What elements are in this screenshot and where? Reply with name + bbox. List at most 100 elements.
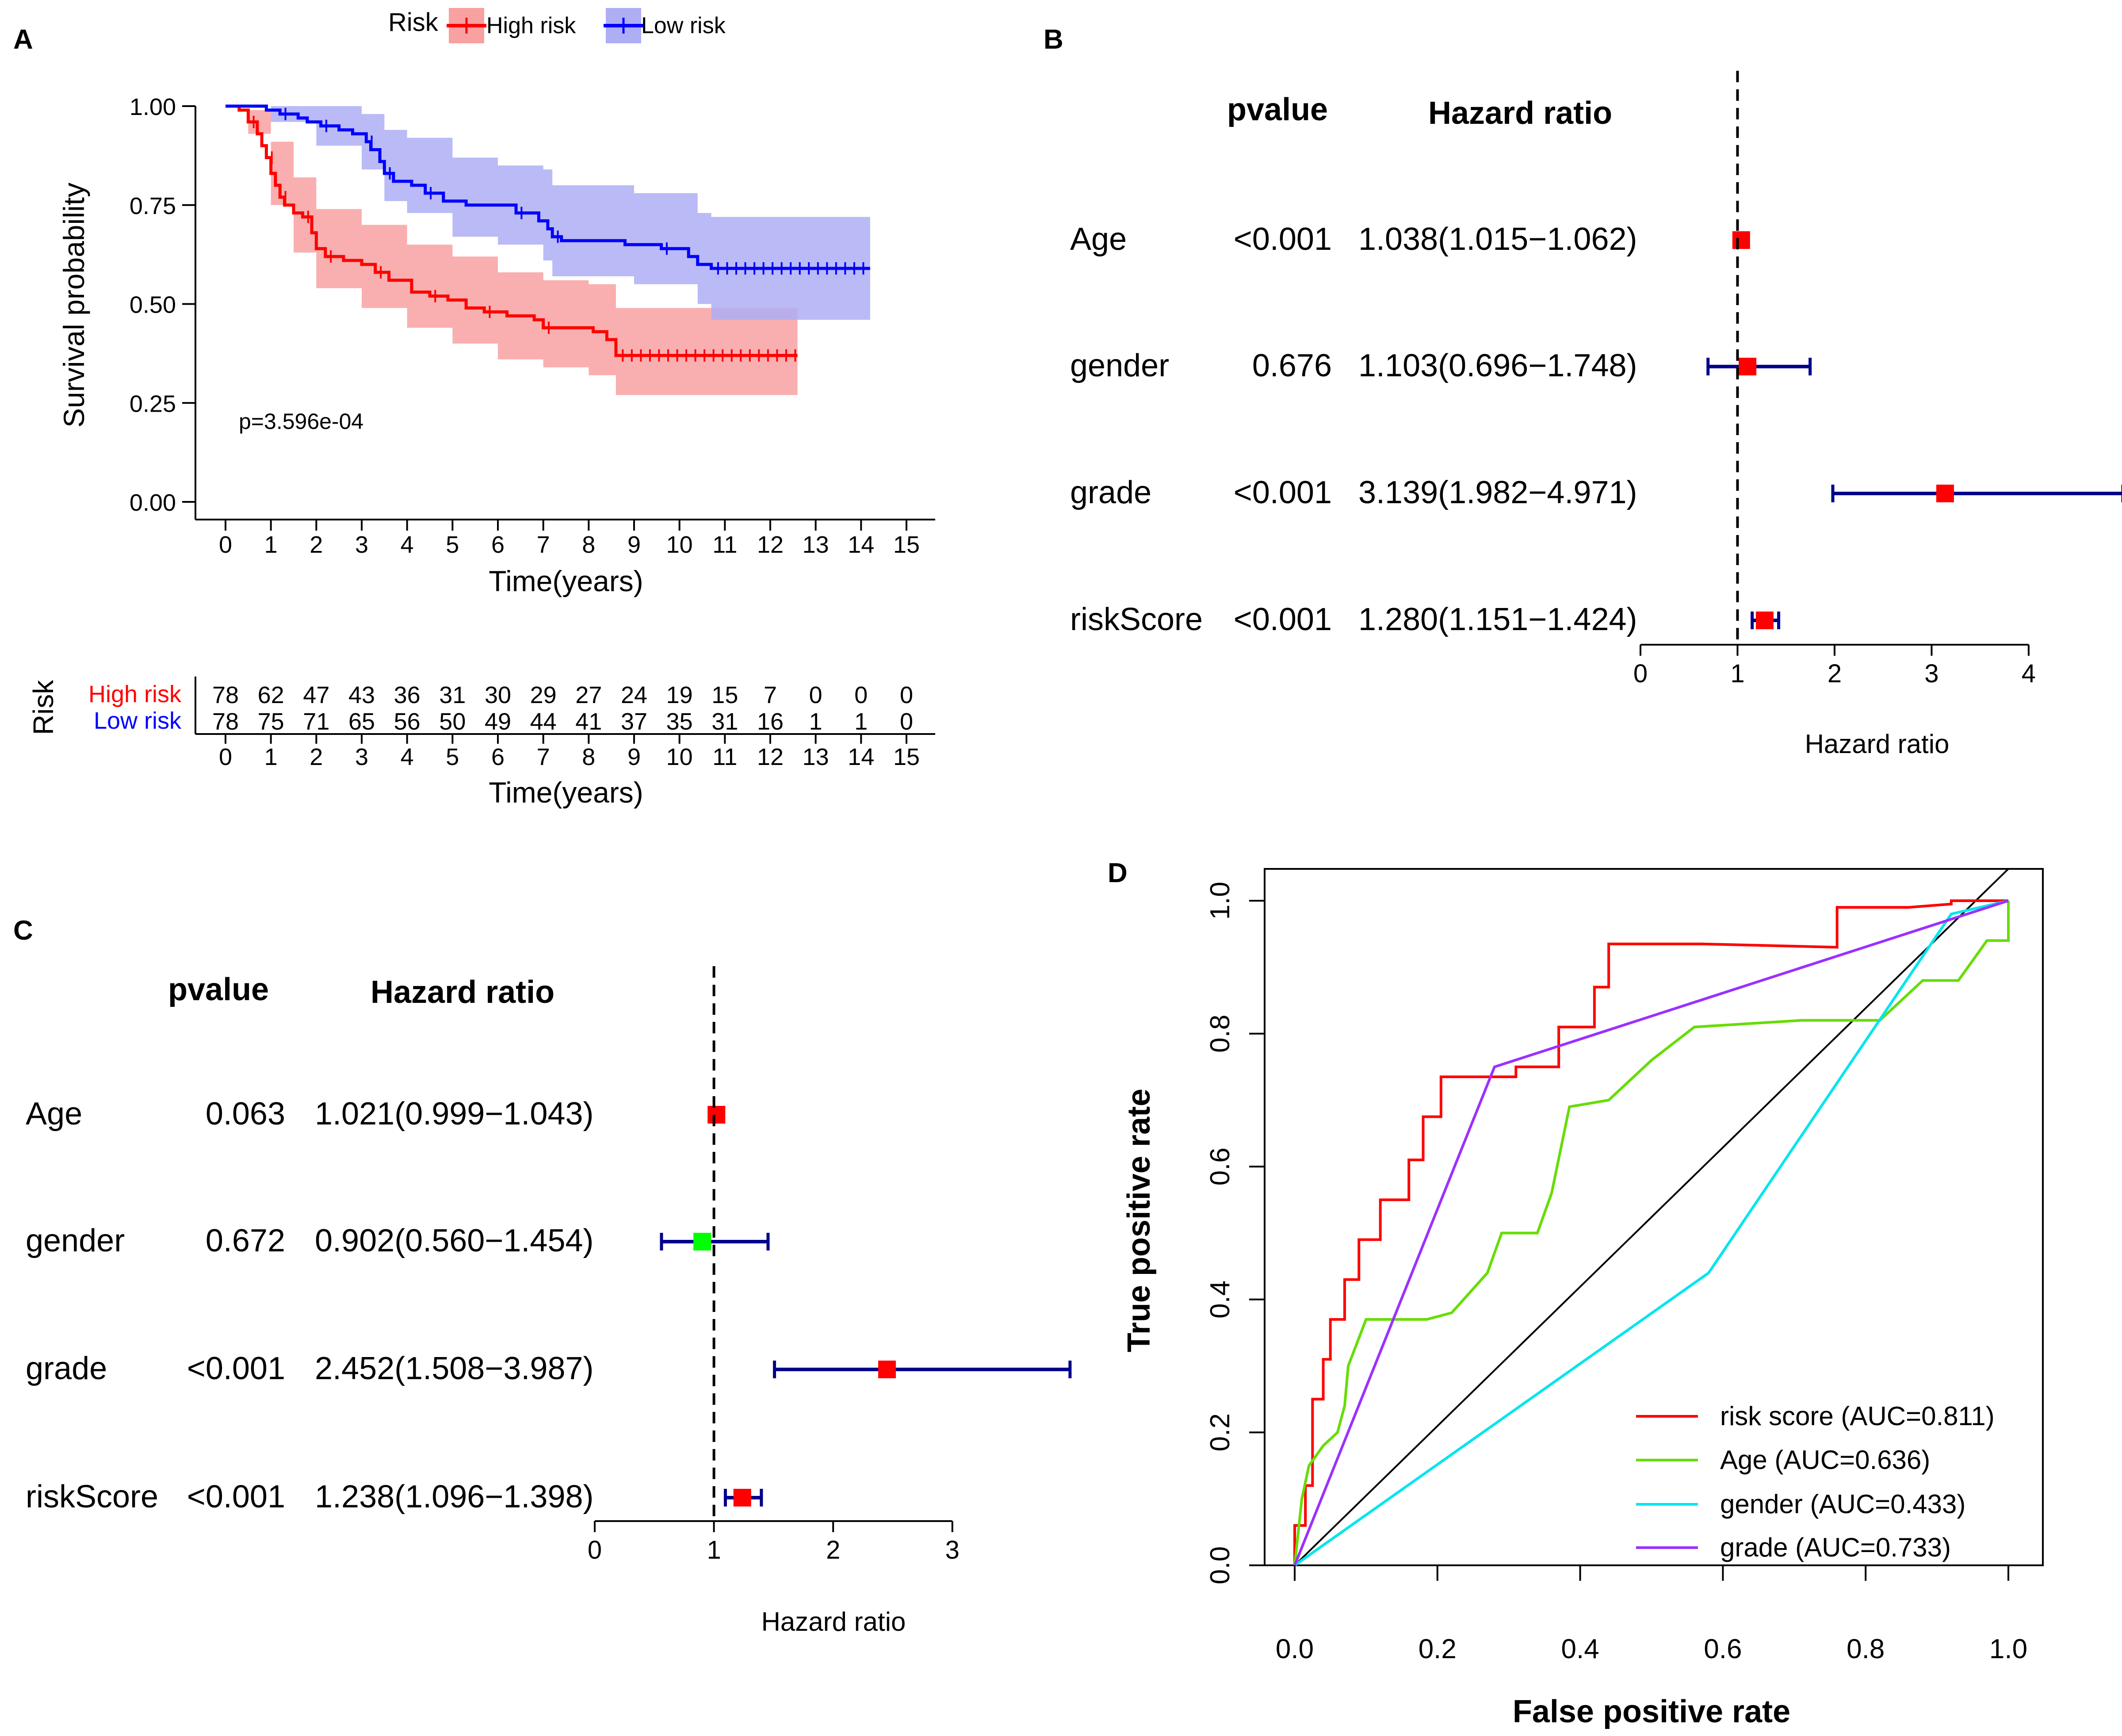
panel-d-roc: D 0.0 0.2 0.4 0.6 0.8 1.0 0.00.20.40.60.81.0 …	[1108, 858, 2044, 1729]
km-band-1	[226, 106, 870, 320]
risk-x-tick-label: 4	[401, 744, 414, 770]
forest-hr-point	[1739, 358, 1757, 375]
forest-row-pvalue: <0.001	[1234, 602, 1332, 637]
roc-curve-2	[1294, 899, 2009, 1567]
risk-count: 36	[394, 682, 421, 708]
legend-high-label: High risk	[486, 13, 576, 38]
forest-x-tick-label: 1	[707, 1536, 721, 1564]
roc-legend-label: grade (AUC=0.733)	[1720, 1533, 1951, 1562]
risk-table-low-label: Low risk	[94, 707, 182, 734]
km-y-tick-label: 0.50	[130, 292, 176, 318]
km-band-0	[226, 106, 798, 395]
risk-table-counts: 78 62 47 43 36 31 30 29 27 24 19 15 7 0 0 078 75 71 65 56 50…	[212, 682, 913, 735]
forest-row-label: gender	[1070, 348, 1169, 383]
km-y-ticks: 0.00 0.25 0.50 0.75 1.00	[130, 94, 195, 516]
roc-y-tick-label: 0.6	[1205, 1147, 1235, 1185]
risk-count: 35	[666, 708, 693, 735]
forest-row-pvalue: <0.001	[1234, 222, 1332, 257]
forest-b-x-label: Hazard ratio	[1805, 729, 1950, 759]
roc-legend-label: risk score (AUC=0.811)	[1720, 1401, 1995, 1431]
forest-hr-point	[1732, 231, 1750, 249]
risk-table-x-label: Time(years)	[489, 776, 643, 809]
forest-x-tick-label: 4	[2022, 659, 2036, 688]
forest-row-hr-text: 1.103(0.696−1.748)	[1358, 348, 1637, 383]
roc-y-label: True positive rate	[1121, 1089, 1157, 1352]
risk-x-tick-label: 6	[491, 744, 505, 770]
risk-count: 50	[439, 708, 466, 735]
km-x-tick-label: 12	[757, 532, 784, 558]
km-curve-0	[226, 104, 798, 357]
roc-curves	[1293, 899, 2010, 1567]
panel-a-label: A	[13, 24, 33, 55]
panel-c-label: C	[13, 915, 33, 946]
forest-row-hr-text: 0.902(0.560−1.454)	[315, 1223, 594, 1258]
roc-x-tick-label: 0.0	[1276, 1634, 1314, 1664]
risk-table-high-label: High risk	[88, 681, 182, 707]
km-x-tick-label: 10	[666, 532, 693, 558]
km-x-tick-label: 4	[401, 532, 414, 558]
panel-a-survival: A Risk High risk Low risk 0.000.250.500.…	[13, 8, 935, 809]
forest-hr-point	[707, 1106, 726, 1124]
risk-count: 29	[530, 682, 557, 708]
risk-count: 15	[711, 682, 738, 708]
km-x-tick-label: 7	[537, 532, 550, 558]
forest-row-label: Age	[26, 1096, 82, 1132]
risk-count: 62	[258, 682, 284, 708]
km-y-tick-label: 0.00	[130, 489, 176, 516]
roc-x-tick-label: 0.4	[1561, 1634, 1599, 1664]
km-x-tick-label: 8	[582, 532, 595, 558]
risk-count: 78	[212, 682, 239, 708]
risk-x-tick-label: 12	[757, 744, 784, 770]
risk-x-tick-label: 1	[264, 744, 278, 770]
risk-x-tick-label: 3	[355, 744, 368, 770]
risk-count: 49	[485, 708, 511, 735]
risk-x-tick-label: 8	[582, 744, 595, 770]
roc-y-tick-label: 0.0	[1205, 1546, 1235, 1584]
roc-x-tick-label: 0.8	[1847, 1634, 1885, 1664]
risk-count: 27	[575, 682, 602, 708]
risk-count: 30	[485, 682, 511, 708]
km-x-tick-label: 15	[893, 532, 920, 558]
forest-hr-point	[878, 1361, 896, 1378]
km-x-tick-label: 1	[264, 532, 278, 558]
risk-count: 31	[711, 708, 738, 735]
forest-c-pvalue-header: pvalue	[168, 972, 269, 1007]
risk-count: 71	[303, 708, 329, 735]
forest-c-rows: Age 0.063 1.021(0.999−1.043) gender 0.672 0.9…	[26, 966, 1072, 1564]
risk-count: 78	[212, 708, 239, 735]
forest-row-hr-text: 1.280(1.151−1.424)	[1358, 602, 1637, 637]
km-y-tick-label: 0.75	[130, 193, 176, 219]
forest-b-hr-header: Hazard ratio	[1428, 96, 1612, 131]
km-confidence-bands	[226, 106, 870, 395]
roc-legend-label: Age (AUC=0.636)	[1720, 1445, 1930, 1475]
km-legend-title: Risk	[388, 8, 439, 37]
roc-legend-label: gender (AUC=0.433)	[1720, 1489, 1965, 1519]
risk-x-tick-label: 10	[666, 744, 693, 770]
forest-x-tick-label: 3	[1924, 659, 1938, 688]
risk-count: 1	[854, 708, 868, 735]
risk-x-tick-label: 14	[848, 744, 874, 770]
km-x-tick-label: 2	[310, 532, 323, 558]
forest-b-rows: Age <0.001 1.038(1.015−1.062) gender 0.676 1.…	[1070, 71, 2122, 688]
forest-x-tick-label: 2	[826, 1536, 840, 1564]
roc-curve-0	[1293, 899, 2008, 1565]
legend-low-label: Low risk	[641, 13, 726, 38]
risk-count: 43	[348, 682, 375, 708]
risk-count: 44	[530, 708, 557, 735]
risk-count: 47	[303, 682, 329, 708]
risk-table-title: Risk	[27, 680, 59, 735]
risk-count: 65	[348, 708, 375, 735]
forest-row-hr-text: 1.238(1.096−1.398)	[315, 1479, 594, 1514]
forest-hr-point	[1936, 485, 1954, 502]
roc-diagonal	[1294, 868, 2009, 1566]
forest-x-tick-label: 3	[945, 1536, 960, 1564]
panel-c-forest-multivariate: C pvalue Hazard ratio Age 0.063 1.021(0.99…	[13, 915, 1072, 1637]
km-x-tick-label: 3	[355, 532, 368, 558]
km-curve-1	[226, 104, 870, 270]
roc-x-tick-label: 1.0	[1989, 1634, 2027, 1664]
risk-x-tick-label: 11	[712, 744, 737, 770]
forest-row-label: grade	[26, 1351, 107, 1386]
km-x-tick-label: 13	[803, 532, 829, 558]
roc-y-ticks: 0.0 0.2 0.4 0.6 0.8 1.0	[1205, 882, 1265, 1584]
